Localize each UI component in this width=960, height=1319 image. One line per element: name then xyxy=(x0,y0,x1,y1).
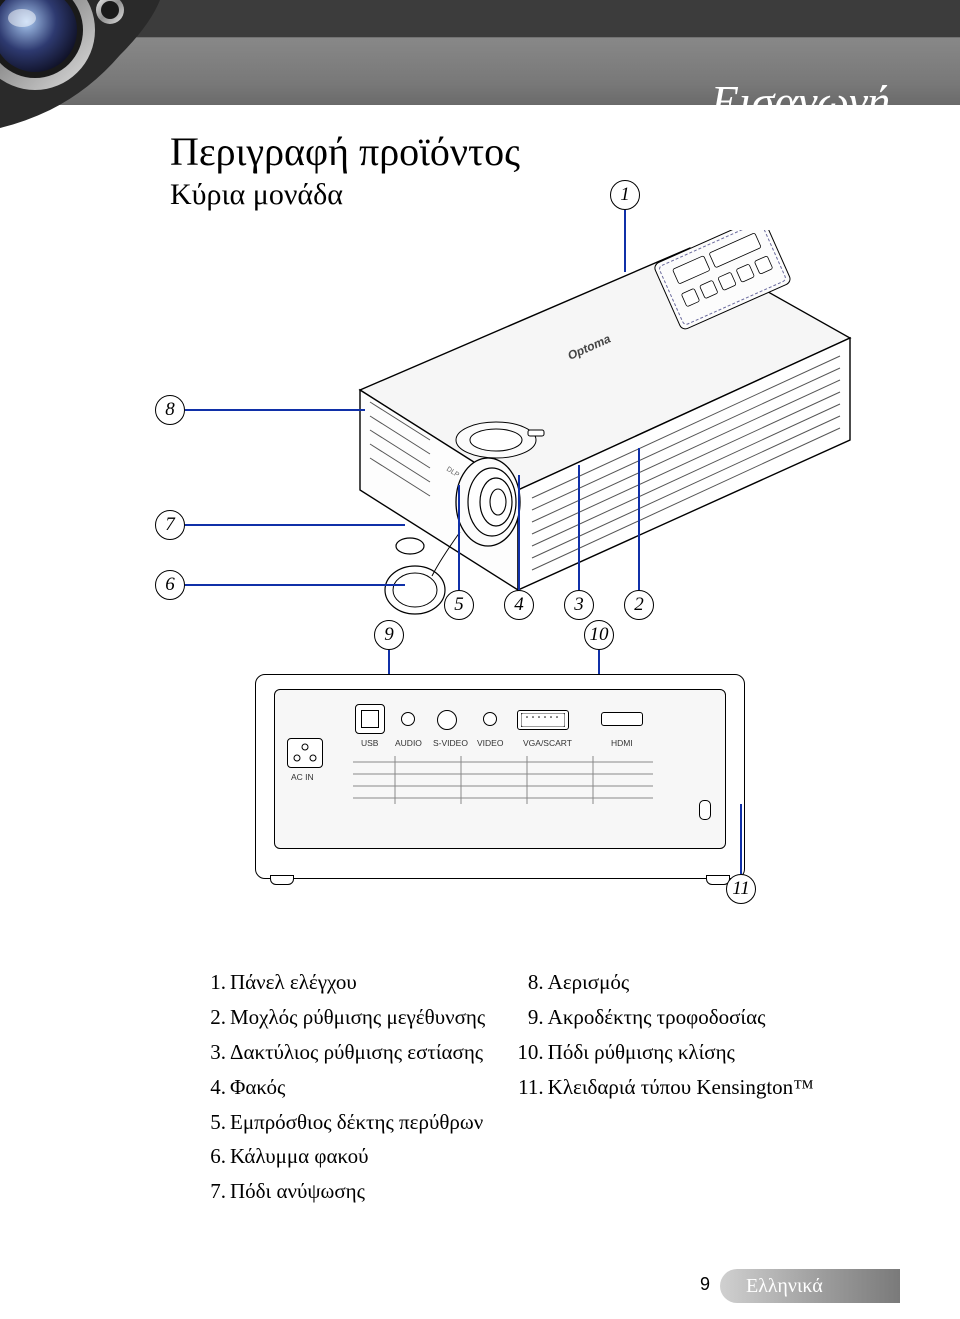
callout-2: 2 xyxy=(624,590,654,620)
chapter-title: Εισαγωγή xyxy=(711,75,890,128)
legend-text: Πόδι ανύψωσης xyxy=(230,1174,820,1209)
section-title: Περιγραφή προϊόντος xyxy=(170,128,520,175)
label-acin: AC IN xyxy=(291,772,314,782)
lens-corner-graphic xyxy=(0,0,180,120)
callout-9: 9 xyxy=(374,620,404,650)
legend-num: 8. xyxy=(512,965,548,1000)
legend-text: Εμπρόσθιος δέκτης περύθρων xyxy=(230,1105,820,1140)
legend-text: Πάνελ ελέγχου xyxy=(230,965,512,1000)
callout-8: 8 xyxy=(155,395,185,425)
legend-text: Ακροδέκτης τροφοδοσίας xyxy=(548,1000,820,1035)
label-usb: USB xyxy=(361,738,378,748)
callout-5: 5 xyxy=(444,590,474,620)
legend-text: Μοχλός ρύθμισης μεγέθυνσης xyxy=(230,1000,512,1035)
callout-7: 7 xyxy=(155,510,185,540)
legend-text: Κλειδαριά τύπου Kensington™ xyxy=(548,1070,820,1105)
legend-text: Πόδι ρύθμισης κλίσης xyxy=(548,1035,820,1070)
label-vga: VGA/SCART xyxy=(523,738,572,748)
label-video: VIDEO xyxy=(477,738,503,748)
legend-num: 1. xyxy=(200,965,230,1000)
legend-num: 10. xyxy=(512,1035,548,1070)
callout-10: 10 xyxy=(584,620,614,650)
legend-num: 4. xyxy=(200,1070,230,1105)
label-audio: AUDIO xyxy=(395,738,422,748)
callout-11: 11 xyxy=(726,874,756,904)
legend-num: 5. xyxy=(200,1105,230,1140)
legend-text: Φακός xyxy=(230,1070,512,1105)
page-number: 9 xyxy=(700,1274,710,1295)
callout-1: 1 xyxy=(610,180,640,210)
legend-num: 7. xyxy=(200,1174,230,1209)
footer-language-pill: Ελληνικά xyxy=(720,1269,900,1303)
legend-table: 1. Πάνελ ελέγχου 8. Αερισμός 2. Μοχλός ρ… xyxy=(200,965,820,1209)
legend-text: Αερισμός xyxy=(548,965,820,1000)
callout-3: 3 xyxy=(564,590,594,620)
legend-num: 2. xyxy=(200,1000,230,1035)
legend-text: Δακτύλιος ρύθμισης εστίασης xyxy=(230,1035,512,1070)
legend-num: 6. xyxy=(200,1139,230,1174)
callout-6: 6 xyxy=(155,570,185,600)
legend-num: 11. xyxy=(512,1070,548,1105)
legend-text: Κάλυμμα φακού xyxy=(230,1139,820,1174)
legend-num: 9. xyxy=(512,1000,548,1035)
label-hdmi: HDMI xyxy=(611,738,633,748)
projector-diagram: Optoma DLP 1 8 7 6 5 4 3 2 xyxy=(130,170,870,650)
callout-4: 4 xyxy=(504,590,534,620)
legend-num: 3. xyxy=(200,1035,230,1070)
label-svideo: S-VIDEO xyxy=(433,738,468,748)
footer-language: Ελληνικά xyxy=(746,1275,823,1298)
rear-panel-diagram: 9 10 AC IN USB AUDIO S-VIDEO xyxy=(130,640,870,910)
